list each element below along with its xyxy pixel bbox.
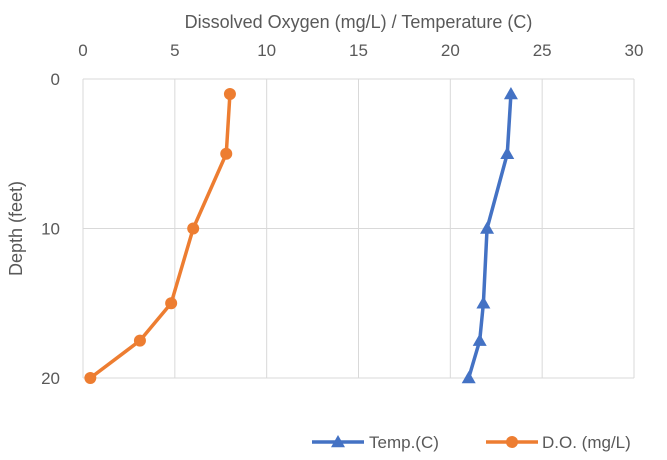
tick-labels: 0 5 10 15 20 25 30 0 10 20 [41,41,643,388]
legend-label: Temp.(C) [369,433,439,452]
y-tick-label: 20 [41,369,60,388]
x-tick-label: 30 [625,41,644,60]
x-axis-title: Dissolved Oxygen (mg/L) / Temperature (C… [185,12,533,32]
y-axis-title: Depth (feet) [6,181,26,276]
series-line [89,93,232,380]
data-point [472,333,487,346]
data-point [500,146,515,159]
data-point [220,147,233,160]
legend-label: D.O. (mg/L) [542,433,631,452]
legend-swatch-marker [331,435,345,448]
x-tick-label: 5 [170,41,179,60]
gridlines [82,78,635,379]
data-point [84,372,97,384]
legend-item: Temp.(C) [312,433,439,452]
series-dissolved-oxygen [84,87,236,384]
x-tick-label: 15 [349,41,368,60]
x-tick-label: 0 [78,41,87,60]
x-tick-label: 20 [441,41,460,60]
y-tick-label: 10 [41,220,60,239]
x-tick-label: 10 [257,41,276,60]
data-point [461,371,476,384]
series [84,86,518,384]
data-point [165,297,178,310]
data-point [480,221,495,234]
data-point [133,334,146,347]
data-point [476,296,491,309]
series-temperature [461,86,518,384]
data-point [223,87,236,100]
legend-item: D.O. (mg/L) [486,433,631,452]
y-tick-label: 0 [51,70,60,89]
series-line [467,93,513,379]
x-tick-label: 25 [533,41,552,60]
data-point [187,222,200,235]
legend-swatch-marker [506,436,518,448]
data-point [503,86,518,100]
legend: Temp.(C) D.O. (mg/L) [312,433,631,452]
